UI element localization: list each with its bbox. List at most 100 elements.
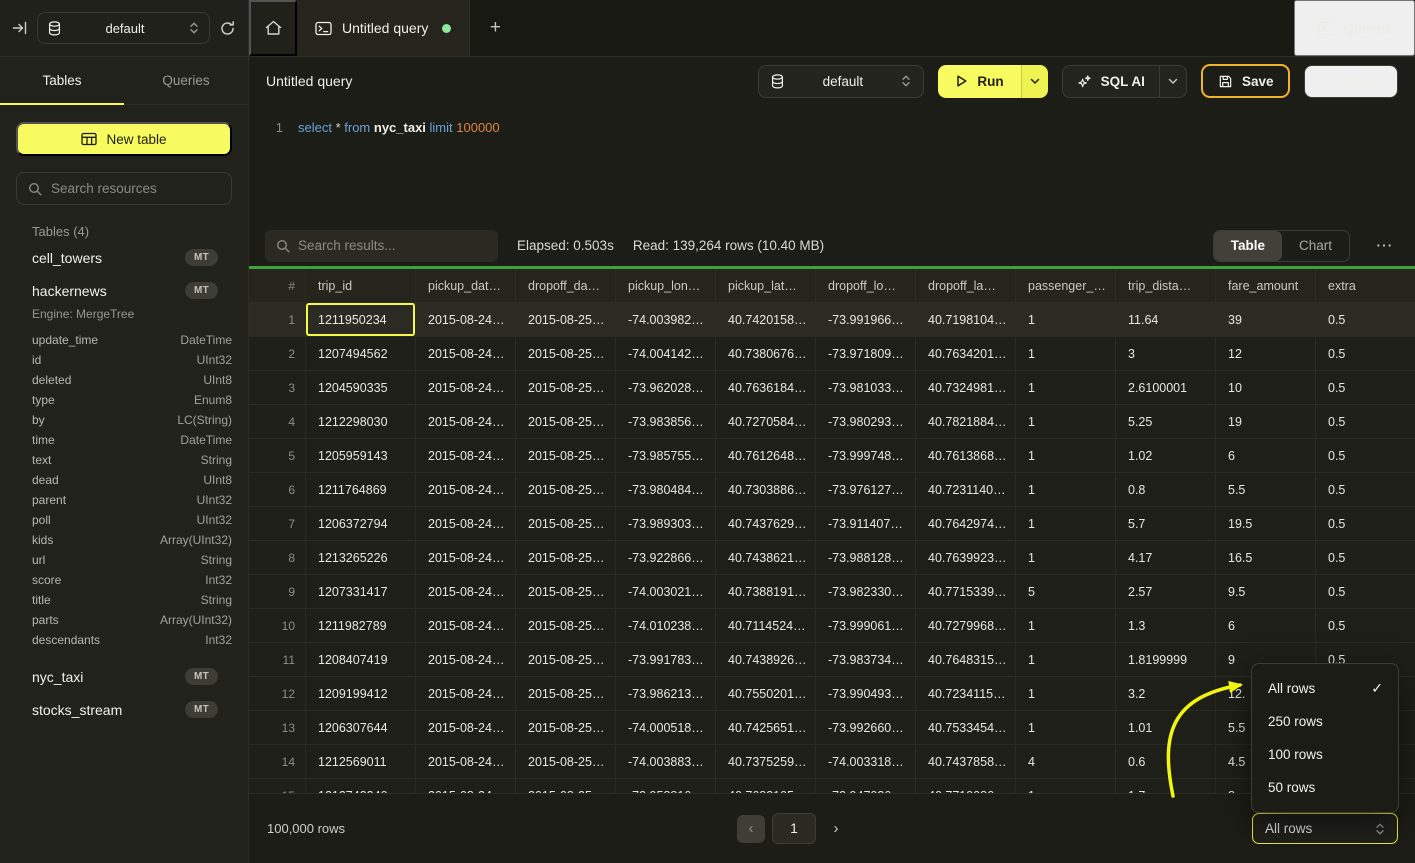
table-cell[interactable]: 40.7234115… [916, 677, 1016, 710]
menu-item-250-rows[interactable]: 250 rows [1252, 705, 1398, 738]
table-cell[interactable]: 5.7 [1116, 507, 1216, 540]
table-cell[interactable]: 2015-08-25… [516, 643, 616, 676]
table-cell[interactable]: 19 [1216, 405, 1316, 438]
table-row[interactable]: 3 1204590335 2015-08-24… 2015-08-25… -73.962… [249, 371, 1415, 405]
table-cell[interactable]: 4 [1016, 745, 1116, 778]
column-header-trip_dista[interactable]: trip_dista… [1116, 269, 1216, 302]
table-cell[interactable]: 1212743240 [306, 779, 416, 793]
table-cell[interactable]: 40.7270584… [716, 405, 816, 438]
table-cell[interactable]: 19.5 [1216, 507, 1316, 540]
table-cell[interactable]: 0.5 [1328, 448, 1346, 463]
table-cell[interactable]: 40.7420158… [716, 303, 816, 336]
table-cell[interactable]: -74.003883… [616, 745, 716, 778]
table-cell[interactable]: 2015-08-24… [416, 745, 516, 778]
table-cell[interactable]: 40.7821884… [916, 405, 1016, 438]
table-cell[interactable]: 40.7636184… [716, 371, 816, 404]
table-row[interactable]: 6 1211764869 2015-08-24… 2015-08-25… -73.980… [249, 473, 1415, 507]
table-cell[interactable]: 40.7634201… [916, 337, 1016, 370]
table-cell[interactable]: -73.922866… [616, 541, 716, 574]
table-cell[interactable]: -73.999061… [816, 609, 916, 642]
table-cell[interactable]: 2015-08-24… [416, 711, 516, 744]
table-cell[interactable]: 40.7438926… [716, 643, 816, 676]
table-cell[interactable]: 10 [1216, 371, 1316, 404]
table-cell[interactable]: 40.7198104… [916, 303, 1016, 336]
table-cell[interactable]: 2015-08-25… [516, 439, 616, 472]
table-cell[interactable]: 40.7437858… [916, 745, 1016, 778]
table-cell[interactable]: -74.004142… [616, 337, 716, 370]
table-cell[interactable]: 1 [1016, 303, 1116, 336]
table-cell[interactable]: 40.7380676… [716, 337, 816, 370]
table-cell[interactable]: -73.991783… [616, 643, 716, 676]
table-cell[interactable]: 0.5 [1328, 380, 1346, 395]
table-cell[interactable]: 1211950234 [306, 303, 416, 336]
table-cell[interactable]: 0.5 [1328, 414, 1346, 429]
results-search-input[interactable] [298, 238, 487, 253]
column-header-index[interactable]: # [249, 269, 306, 302]
table-cell[interactable]: 40.7231140… [916, 473, 1016, 506]
table-cell[interactable]: -73.958816… [616, 779, 716, 793]
table-cell[interactable]: 40.7719086… [916, 779, 1016, 793]
table-row[interactable]: 1512127432402015-08-24…2015-08-25…-73.95… [249, 779, 1415, 793]
table-cell[interactable]: 39 [1216, 303, 1316, 336]
run-options-button[interactable] [1020, 64, 1048, 98]
table-cell[interactable]: 1 [1016, 779, 1116, 793]
table-cell[interactable]: 1207494562 [306, 337, 416, 370]
table-cell[interactable]: 1204590335 [306, 371, 416, 404]
table-cell[interactable]: 2015-08-25… [516, 541, 616, 574]
table-cell[interactable]: -73.962028… [616, 371, 716, 404]
table-cell[interactable]: 40.7438621… [716, 541, 816, 574]
table-cell[interactable]: -73.985755… [616, 439, 716, 472]
table-cell[interactable]: -73.989303… [616, 507, 716, 540]
table-row[interactable]: 5 1205959143 2015-08-24… 2015-08-25… -73.985… [249, 439, 1415, 473]
resource-search[interactable] [16, 172, 232, 205]
table-cell[interactable]: 1.02 [1116, 439, 1216, 472]
column-header-pickup_dat[interactable]: pickup_dat… [416, 269, 516, 302]
table-cell[interactable]: 11.64 [1116, 303, 1216, 336]
column-header-fare_amount[interactable]: fare_amount [1216, 269, 1316, 302]
table-cell[interactable]: 0.5 [1328, 312, 1346, 327]
table-cell[interactable]: -73.947036… [816, 779, 916, 793]
table-cell[interactable]: 2015-08-24… [416, 405, 516, 438]
table-cell[interactable]: 2015-08-25… [516, 745, 616, 778]
page-size-selector[interactable]: All rows [1252, 813, 1398, 844]
table-cell[interactable]: -73.983856… [616, 405, 716, 438]
table-cell[interactable]: 1212298030 [306, 405, 416, 438]
column-header-trip_id[interactable]: trip_id [306, 269, 416, 302]
menu-item-all-rows[interactable]: All rows ✓ [1252, 672, 1398, 705]
table-cell[interactable]: 2015-08-25… [516, 303, 616, 336]
table-cell[interactable]: 40.7114524… [716, 609, 816, 642]
table-cell[interactable]: 2015-08-24… [416, 643, 516, 676]
table-cell[interactable]: 2015-08-24… [416, 303, 516, 336]
sidebar-table-stocks_stream[interactable]: stocks_stream MT [32, 693, 232, 726]
table-cell[interactable]: 16.5 [1216, 541, 1316, 574]
query-database-selector[interactable]: default [758, 64, 925, 98]
table-cell[interactable]: 1 [1016, 337, 1116, 370]
table-cell[interactable]: 1.3 [1116, 609, 1216, 642]
table-cell[interactable]: -73.999748… [816, 439, 916, 472]
table-cell[interactable]: 40.7375259… [716, 745, 816, 778]
more-options-icon[interactable]: ⋯ [1375, 235, 1393, 255]
new-table-button[interactable]: New table [16, 122, 232, 156]
table-cell[interactable]: 0.5 [1328, 346, 1346, 361]
table-cell[interactable]: 2015-08-25… [516, 677, 616, 710]
table-cell[interactable]: 5.5 [1216, 473, 1316, 506]
table-cell[interactable]: 40.7613868… [916, 439, 1016, 472]
current-page[interactable]: 1 [772, 813, 816, 844]
table-cell[interactable]: -73.991966… [816, 303, 916, 336]
table-cell[interactable]: 2015-08-25… [516, 337, 616, 370]
table-row[interactable]: 8 1213265226 2015-08-24… 2015-08-25… -73.922… [249, 541, 1415, 575]
table-cell[interactable]: 2015-08-24… [416, 677, 516, 710]
table-row[interactable]: 9 1207331417 2015-08-24… 2015-08-25… -74.003… [249, 575, 1415, 609]
queries-button[interactable]: Queries [1293, 0, 1415, 56]
table-cell[interactable]: 5.25 [1116, 405, 1216, 438]
table-cell[interactable]: 2015-08-25… [516, 371, 616, 404]
table-cell[interactable]: -73.982330… [816, 575, 916, 608]
results-search[interactable] [265, 229, 498, 262]
table-cell[interactable]: 2015-08-24… [416, 609, 516, 642]
table-cell[interactable]: 2015-08-24… [416, 337, 516, 370]
prev-page-button[interactable]: ‹ [737, 814, 765, 843]
table-cell[interactable]: 1211764869 [306, 473, 416, 506]
table-cell[interactable]: 2015-08-25… [516, 473, 616, 506]
table-cell[interactable]: -74.003318… [816, 745, 916, 778]
menu-item-50-rows[interactable]: 50 rows [1252, 771, 1398, 804]
